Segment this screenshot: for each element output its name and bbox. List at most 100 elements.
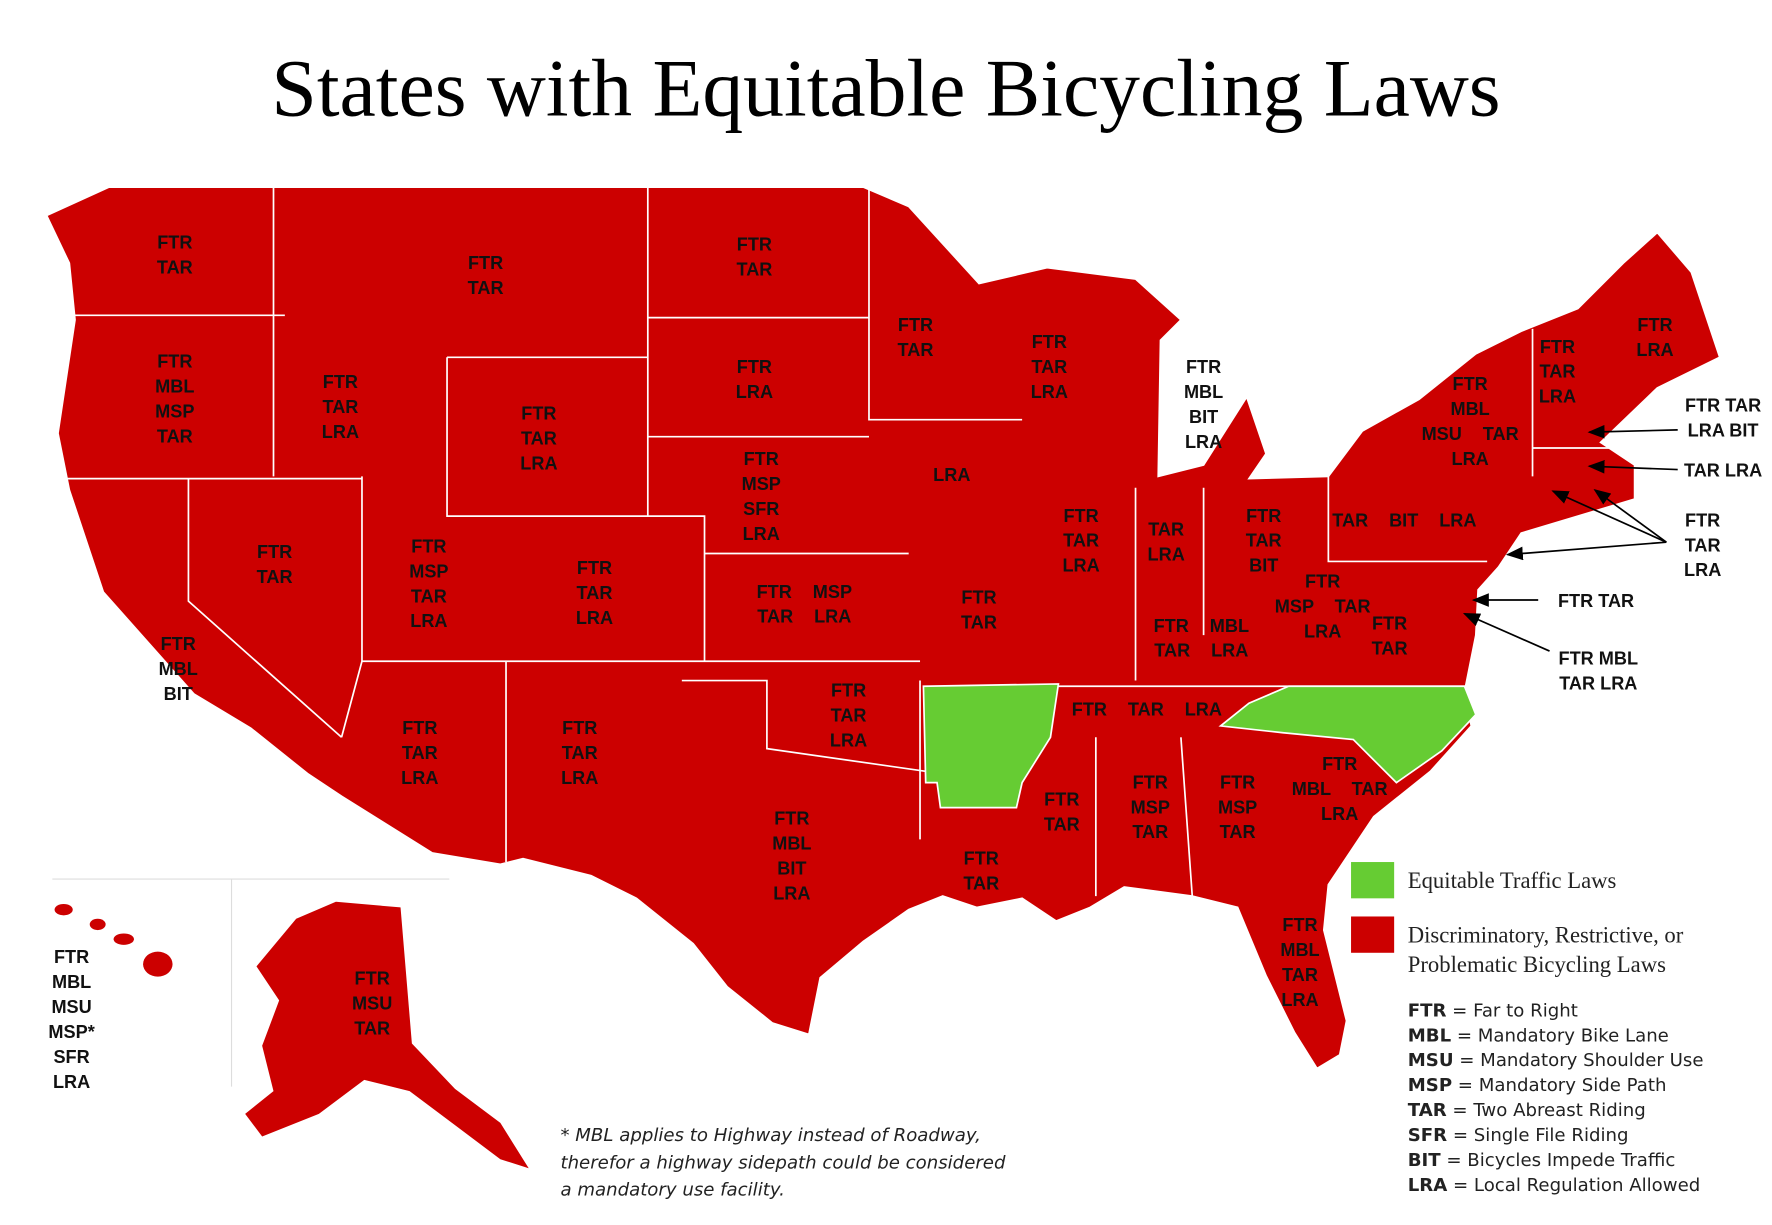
state-label: TAR LRA bbox=[757, 607, 851, 627]
state-label: FTR bbox=[161, 634, 196, 654]
state-label: MSU bbox=[352, 993, 392, 1013]
state-label: FTR bbox=[1063, 506, 1098, 526]
state-label: LRA bbox=[561, 768, 598, 788]
state-label: LRA bbox=[1185, 432, 1222, 452]
state-label: FTR bbox=[257, 542, 292, 562]
state-label: FTR bbox=[961, 587, 996, 607]
abbreviation: FTR = Far to Right bbox=[1408, 1000, 1578, 1021]
state-label: TAR BIT LRA bbox=[1332, 510, 1476, 530]
state-label: FTR bbox=[1133, 772, 1168, 792]
footnote-line: therefor a highway sidepath could be con… bbox=[560, 1152, 1005, 1173]
state-label: TAR bbox=[1148, 519, 1184, 539]
state-label: FTR bbox=[964, 848, 999, 868]
abbreviation-meaning: = Two Abreast Riding bbox=[1452, 1100, 1645, 1121]
state-label: MBL bbox=[52, 972, 91, 992]
arrow bbox=[1587, 424, 1678, 439]
abbreviation-code: SFR bbox=[1408, 1125, 1447, 1146]
state-label: LRA bbox=[401, 768, 438, 788]
state-label: FTR bbox=[521, 404, 556, 424]
abbreviation-code: BIT bbox=[1408, 1150, 1442, 1171]
state-label: FTR bbox=[411, 536, 446, 556]
state-label: MBL bbox=[1184, 382, 1223, 402]
state-label: TAR bbox=[1540, 362, 1576, 382]
state-label: TAR bbox=[831, 705, 867, 725]
state-label: MBL bbox=[159, 659, 198, 679]
callout-arrows bbox=[1462, 424, 1678, 652]
state-label: BIT bbox=[164, 684, 193, 704]
state-label: FTR bbox=[157, 352, 192, 372]
state-label: LRA bbox=[1281, 990, 1318, 1010]
state-label: FTR bbox=[1305, 572, 1340, 592]
abbreviation: LRA = Local Regulation Allowed bbox=[1408, 1175, 1700, 1196]
state-label: TAR bbox=[1372, 638, 1408, 658]
callout-label: TAR LRA bbox=[1559, 674, 1637, 694]
state-label: BIT bbox=[777, 859, 806, 879]
state-label: TAR bbox=[1063, 531, 1099, 551]
abbreviation-code: TAR bbox=[1408, 1100, 1447, 1121]
state-label: LRA bbox=[576, 608, 613, 628]
state-label: FTR MSP bbox=[757, 582, 852, 602]
abbreviation-meaning: = Far to Right bbox=[1452, 1000, 1578, 1021]
footnote-line: a mandatory use facility. bbox=[560, 1180, 784, 1201]
state-label: LRA bbox=[736, 382, 773, 402]
callout-label: FTR TAR bbox=[1685, 396, 1761, 416]
footnote-line: * MBL applies to Highway instead of Road… bbox=[560, 1125, 980, 1146]
state-label: BIT bbox=[1189, 407, 1218, 427]
state-label: FTR bbox=[1372, 614, 1407, 634]
abbreviation: MSU = Mandatory Shoulder Use bbox=[1408, 1050, 1704, 1071]
state-label: MSP bbox=[1218, 797, 1257, 817]
state-label: LRA bbox=[830, 730, 867, 750]
state-label: FTR bbox=[1186, 357, 1221, 377]
state-label: TAR bbox=[736, 260, 772, 280]
state-label: FTR bbox=[744, 449, 779, 469]
state-label: FTR bbox=[1282, 915, 1317, 935]
state-label: MBL bbox=[772, 834, 811, 854]
callout-label: FTR bbox=[1685, 510, 1720, 530]
arkansas bbox=[922, 683, 1060, 809]
state-label: LRA bbox=[322, 422, 359, 442]
state-label: FTR bbox=[577, 558, 612, 578]
state-label: LRA bbox=[1321, 804, 1358, 824]
state-label: MSP bbox=[409, 561, 448, 581]
state-label: FTR bbox=[1540, 337, 1575, 357]
state-label: FTR bbox=[1044, 789, 1079, 809]
state-label: SFR bbox=[53, 1047, 89, 1067]
callout-label: LRA bbox=[1684, 560, 1721, 580]
abbreviation: BIT = Bicycles Impede Traffic bbox=[1408, 1150, 1676, 1171]
island bbox=[113, 933, 134, 945]
state-label: TAR bbox=[1220, 822, 1256, 842]
state-label: TAR bbox=[411, 586, 447, 606]
state-label: LRA bbox=[933, 465, 970, 485]
state-label: LRA bbox=[773, 883, 810, 903]
state-label: MSP* bbox=[48, 1022, 95, 1042]
island bbox=[89, 918, 106, 931]
state-label: FTR bbox=[54, 947, 89, 967]
state-label: TAR bbox=[257, 567, 293, 587]
state-labels: FTR TAR FTR MBL MSP TAR FTR MBL BIT FTR TAR LRA FTR T… bbox=[48, 232, 1762, 1091]
state-label: TAR bbox=[1031, 357, 1067, 377]
state-label: LRA bbox=[1539, 387, 1576, 407]
state-label: LRA bbox=[1148, 544, 1185, 564]
contiguous-us bbox=[45, 186, 1721, 1070]
abbreviation: TAR = Two Abreast Riding bbox=[1408, 1100, 1646, 1121]
arrow bbox=[1505, 541, 1667, 561]
callout-label: FTR MBL bbox=[1559, 649, 1639, 669]
alaska bbox=[245, 901, 529, 1169]
abbreviation-meaning: = Local Regulation Allowed bbox=[1453, 1175, 1700, 1196]
abbreviation-code: MBL bbox=[1408, 1025, 1452, 1046]
footnote: * MBL applies to Highway instead of Road… bbox=[560, 1125, 1005, 1200]
state-label: FTR bbox=[157, 232, 192, 252]
island bbox=[143, 951, 173, 977]
state-label: BIT bbox=[1249, 556, 1278, 576]
state-label: TAR bbox=[1044, 814, 1080, 834]
state-label: FTR bbox=[737, 235, 772, 255]
state-label: TAR bbox=[468, 278, 504, 298]
state-label: SFR bbox=[743, 499, 779, 519]
legend-label: Equitable Traffic Laws bbox=[1408, 868, 1617, 893]
legend-label: Discriminatory, Restrictive, or bbox=[1408, 923, 1684, 948]
state-label: FTR bbox=[1032, 332, 1067, 352]
legend-swatch bbox=[1351, 862, 1395, 899]
map-shapes bbox=[45, 186, 1721, 1169]
